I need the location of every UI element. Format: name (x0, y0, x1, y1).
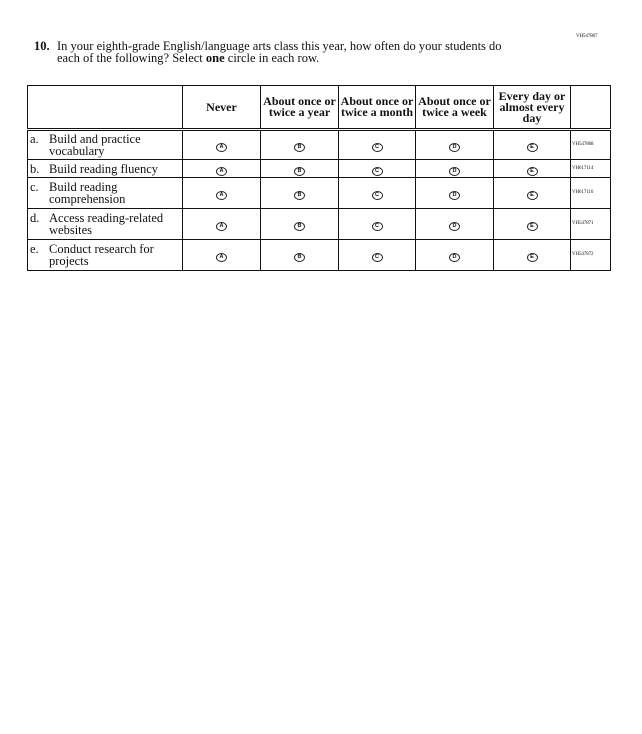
option-cell: B (260, 208, 339, 240)
row-label: b. Build reading fluency (27, 159, 183, 178)
row-id: VH547872 (570, 239, 611, 271)
question-id: VH547867 (576, 34, 598, 39)
row-id: VH617114 (570, 159, 611, 178)
response-bubble[interactable]: A (216, 191, 227, 200)
response-bubble[interactable]: D (449, 191, 460, 200)
response-bubble[interactable]: D (449, 253, 460, 262)
table-row: e. Conduct research for projects A B C D E VH54… (27, 239, 611, 271)
option-cell: A (182, 208, 261, 240)
response-bubble[interactable]: E (526, 143, 538, 152)
row-id: VH617116 (570, 177, 611, 209)
table-row: a. Build and practice vocabulary A B C D E VH54… (27, 129, 611, 160)
column-header: Every day or almost every day (493, 85, 571, 131)
column-header: About once or twice a year (260, 85, 339, 131)
question-text: In your eighth-grade English/language ar… (57, 39, 502, 65)
response-bubble[interactable]: D (449, 143, 460, 152)
option-cell: E (493, 129, 571, 160)
response-bubble[interactable]: D (449, 166, 460, 176)
column-header: Never (182, 85, 261, 131)
response-bubble[interactable]: E (526, 166, 538, 176)
option-cell: D (415, 129, 494, 160)
response-bubble[interactable]: E (526, 222, 538, 231)
response-bubble[interactable]: C (371, 166, 383, 176)
option-cell: A (182, 177, 261, 209)
option-cell: D (415, 177, 494, 209)
row-label: d. Access reading-related websites (27, 208, 183, 240)
header-blank (27, 85, 183, 131)
option-cell: B (260, 177, 339, 209)
response-bubble[interactable]: E (526, 191, 538, 200)
table-row: b. Build reading fluency A B C D E VH617114 (27, 159, 611, 178)
column-header: About once or twice a month (338, 85, 416, 131)
option-cell: A (182, 239, 261, 271)
response-bubble[interactable]: C (371, 253, 383, 262)
response-bubble[interactable]: A (216, 253, 227, 262)
option-cell: C (338, 129, 416, 160)
option-cell: D (415, 159, 494, 178)
response-bubble[interactable]: B (294, 253, 305, 262)
row-id: VH547871 (570, 208, 611, 240)
row-label: e. Conduct research for projects (27, 239, 183, 271)
option-cell: B (260, 239, 339, 271)
row-id: VH547868 (570, 129, 611, 160)
row-label: a. Build and practice vocabulary (27, 129, 183, 160)
option-cell: E (493, 159, 571, 178)
option-cell: E (493, 239, 571, 271)
option-cell: A (182, 159, 261, 178)
option-cell: C (338, 208, 416, 240)
response-bubble[interactable]: C (371, 222, 383, 231)
option-cell: D (415, 208, 494, 240)
table-row: c. Build reading comprehension A B C D E VH6171… (27, 177, 611, 209)
option-cell: B (260, 159, 339, 178)
option-cell: B (260, 129, 339, 160)
header-blank (570, 85, 611, 131)
option-cell: C (338, 239, 416, 271)
response-bubble[interactable]: D (449, 222, 460, 231)
response-grid: Never About once or twice a year About o… (27, 85, 611, 271)
response-bubble[interactable]: E (526, 253, 538, 262)
response-bubble[interactable]: C (371, 191, 383, 200)
header-row: Never About once or twice a year About o… (27, 85, 611, 131)
response-bubble[interactable]: B (294, 166, 305, 176)
response-bubble[interactable]: C (371, 143, 383, 152)
response-bubble[interactable]: B (294, 191, 305, 200)
response-bubble[interactable]: A (216, 166, 227, 176)
response-bubble[interactable]: A (216, 222, 227, 231)
option-cell: C (338, 177, 416, 209)
response-bubble[interactable]: B (294, 143, 305, 152)
option-cell: D (415, 239, 494, 271)
table-row: d. Access reading-related websites A B C D E VH… (27, 208, 611, 240)
option-cell: E (493, 208, 571, 240)
question-prompt: 10. In your eighth-grade English/languag… (34, 39, 514, 65)
option-cell: C (338, 159, 416, 178)
response-bubble[interactable]: B (294, 222, 305, 231)
column-header: About once or twice a week (415, 85, 494, 131)
response-bubble[interactable]: A (216, 143, 227, 152)
option-cell: A (182, 129, 261, 160)
question-number: 10. (34, 39, 50, 53)
option-cell: E (493, 177, 571, 209)
row-label: c. Build reading comprehension (27, 177, 183, 209)
